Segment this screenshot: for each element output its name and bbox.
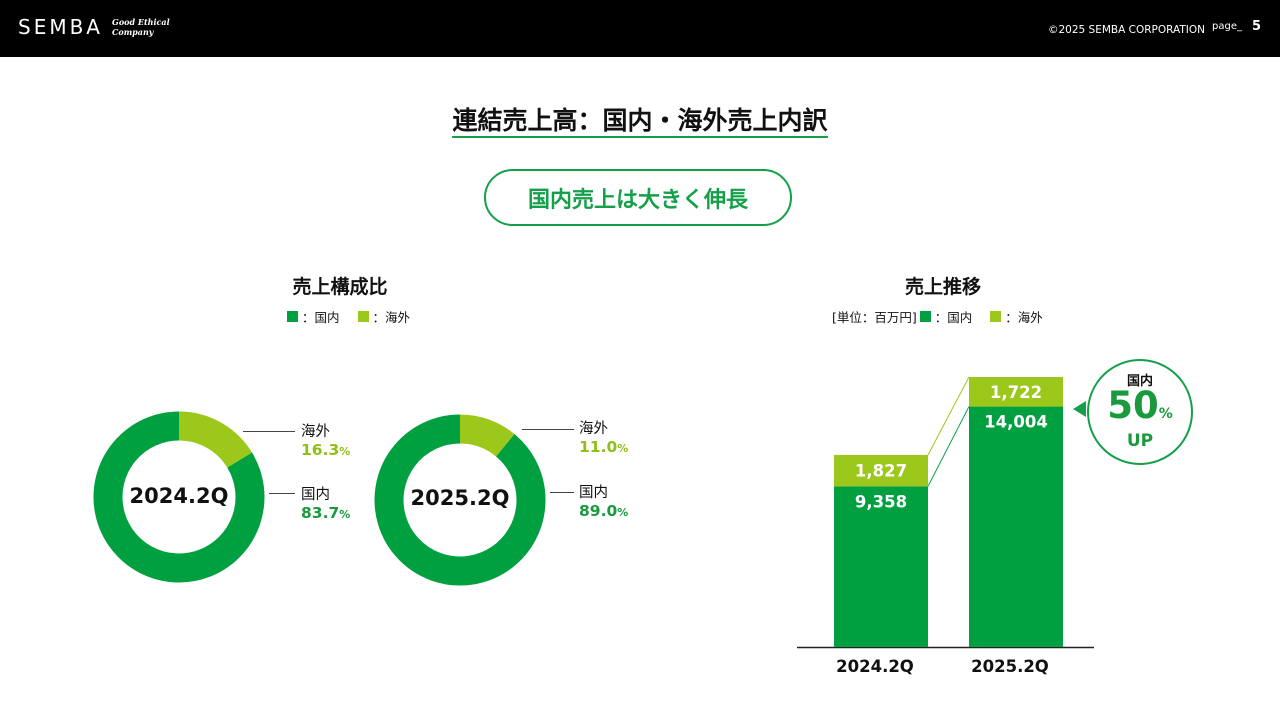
legend-label-domestic: ：国内: [302, 310, 340, 325]
callout-pointer-icon: [1073, 401, 1086, 417]
bar-domestic: [834, 486, 928, 647]
donut-slice-domestic: [374, 414, 546, 586]
x-tick-label: 2024.2Q: [836, 657, 914, 676]
bar-domestic: [969, 406, 1063, 647]
leader-line: [550, 492, 574, 493]
trend-legend: [単位：百万円] ：国内 ：海外: [832, 307, 1043, 326]
legend-swatch-overseas: [357, 311, 369, 322]
x-tick-label: 2025.2Q: [971, 657, 1049, 676]
bar-overseas: [834, 454, 928, 487]
copyright-text: ©2025 SEMBA CORPORATION: [1048, 24, 1205, 36]
connector-line-overseas: [927, 376, 970, 456]
legend-label-domestic: ：国内: [934, 310, 973, 325]
data-label-overseas: 1,827: [855, 462, 907, 481]
unit-label: [単位：百万円]: [832, 310, 917, 325]
composition-title: 売上構成比: [292, 276, 388, 298]
company-logo: SEMBA: [18, 15, 103, 39]
data-label-domestic: 9,358: [855, 492, 907, 511]
leader-line: [269, 493, 295, 494]
donut-annotation-overseas: 海外 11.0%: [579, 421, 629, 456]
trend-title: 売上推移: [904, 276, 981, 298]
page-title: 連結売上高：国内・海外売上内訳: [0, 101, 1280, 138]
leader-line: [522, 429, 574, 430]
highlight-pill: 国内売上は大きく伸長: [484, 169, 792, 226]
data-label-domestic: 14,004: [984, 413, 1048, 432]
donut-slice-domestic: [93, 411, 265, 583]
legend-swatch-overseas: [990, 311, 1002, 322]
donut-slice-overseas: [178, 411, 253, 469]
donut-annotation-domestic: 国内 83.7%: [301, 487, 351, 522]
connector-line-domestic: [927, 406, 970, 487]
donut-center-label: 2025.2Q: [410, 486, 510, 510]
company-tagline: Good Ethical Company: [112, 17, 170, 37]
header-bar: SEMBA Good Ethical Company ©2025 SEMBA C…: [0, 0, 1280, 57]
legend-label-overseas: ：海外: [1005, 310, 1043, 325]
legend-swatch-domestic: [287, 311, 298, 322]
growth-callout: 国内 50% UP: [1087, 359, 1193, 465]
legend-swatch-domestic: [919, 311, 931, 322]
legend-label-overseas: ：海外: [372, 310, 411, 325]
composition-legend: ：国内 ：海外: [287, 307, 410, 326]
donut-annotation-overseas: 海外 16.3%: [301, 424, 351, 459]
leader-line: [243, 431, 295, 432]
donut-slice-overseas: [459, 414, 515, 457]
page-label: page_: [1212, 21, 1242, 32]
donut-annotation-domestic: 国内 89.0%: [579, 485, 629, 520]
bar-overseas: [969, 377, 1063, 407]
page-number: 5: [1252, 19, 1262, 34]
donut-center-label: 2024.2Q: [129, 484, 229, 508]
data-label-overseas: 1,722: [990, 383, 1042, 402]
